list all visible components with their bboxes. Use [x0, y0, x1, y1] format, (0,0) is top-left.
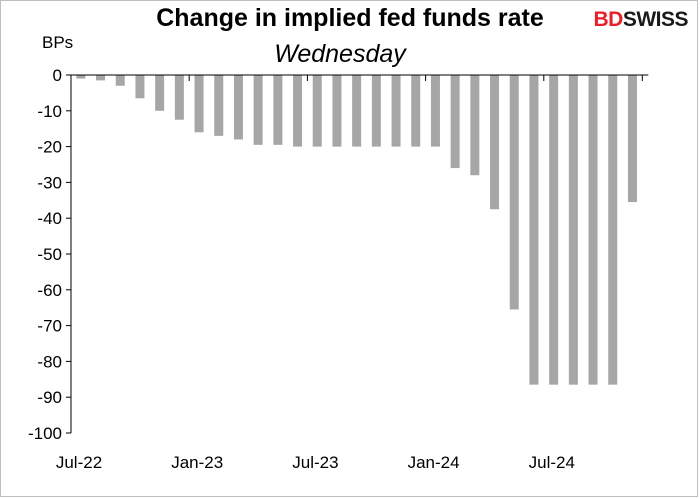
y-tick-label: -60 [37, 281, 62, 300]
bar-4 [155, 75, 165, 111]
bar-8 [233, 75, 243, 140]
chart-subtitle: Wednesday [274, 40, 406, 68]
y-tick-label: -40 [37, 209, 62, 228]
y-tick-label: -80 [37, 352, 62, 371]
bar-0 [76, 75, 86, 79]
brand-logo: BDSWISS [593, 8, 688, 32]
bar-24 [549, 75, 559, 385]
bar-21 [490, 75, 500, 210]
x-tick-label: Jan-24 [408, 453, 460, 472]
y-tick-label: -10 [37, 102, 62, 121]
bar-15 [371, 75, 381, 147]
chart-title: Change in implied fed funds rate [156, 4, 544, 32]
y-axis-label: BPs [42, 33, 74, 52]
y-tick-label: -100 [28, 424, 62, 443]
bar-19 [450, 75, 460, 169]
bar-17 [411, 75, 421, 147]
logo-part-bd: BD [593, 8, 623, 31]
bar-22 [509, 75, 519, 310]
bar-18 [430, 75, 440, 147]
bar-28 [627, 75, 637, 203]
y-tick-label: -70 [37, 317, 62, 336]
x-tick-label: Jul-23 [292, 453, 338, 472]
logo-part-swiss: SWISS [622, 8, 689, 31]
bar-27 [608, 75, 618, 385]
bar-25 [568, 75, 578, 385]
y-tick-label: -30 [37, 173, 62, 192]
bar-7 [214, 75, 224, 136]
bar-5 [174, 75, 184, 120]
bar-13 [332, 75, 342, 147]
bar-12 [312, 75, 322, 147]
x-tick-label: Jul-22 [56, 453, 102, 472]
x-tick-label: Jul-24 [529, 453, 575, 472]
y-tick-label: -90 [37, 388, 62, 407]
bar-23 [529, 75, 539, 385]
bar-14 [352, 75, 362, 147]
bar-20 [470, 75, 480, 176]
bar-26 [588, 75, 598, 385]
bar-10 [273, 75, 283, 145]
bar-6 [194, 75, 204, 133]
y-tick-label: 0 [53, 66, 62, 85]
x-tick-label: Jan-23 [171, 453, 223, 472]
bar-16 [391, 75, 401, 147]
y-tick-label: -50 [37, 245, 62, 264]
y-tick-label: -20 [37, 138, 62, 157]
bar-3 [135, 75, 145, 99]
bar-9 [253, 75, 263, 145]
bar-2 [115, 75, 125, 86]
bar-1 [96, 75, 106, 81]
bar-11 [293, 75, 303, 147]
